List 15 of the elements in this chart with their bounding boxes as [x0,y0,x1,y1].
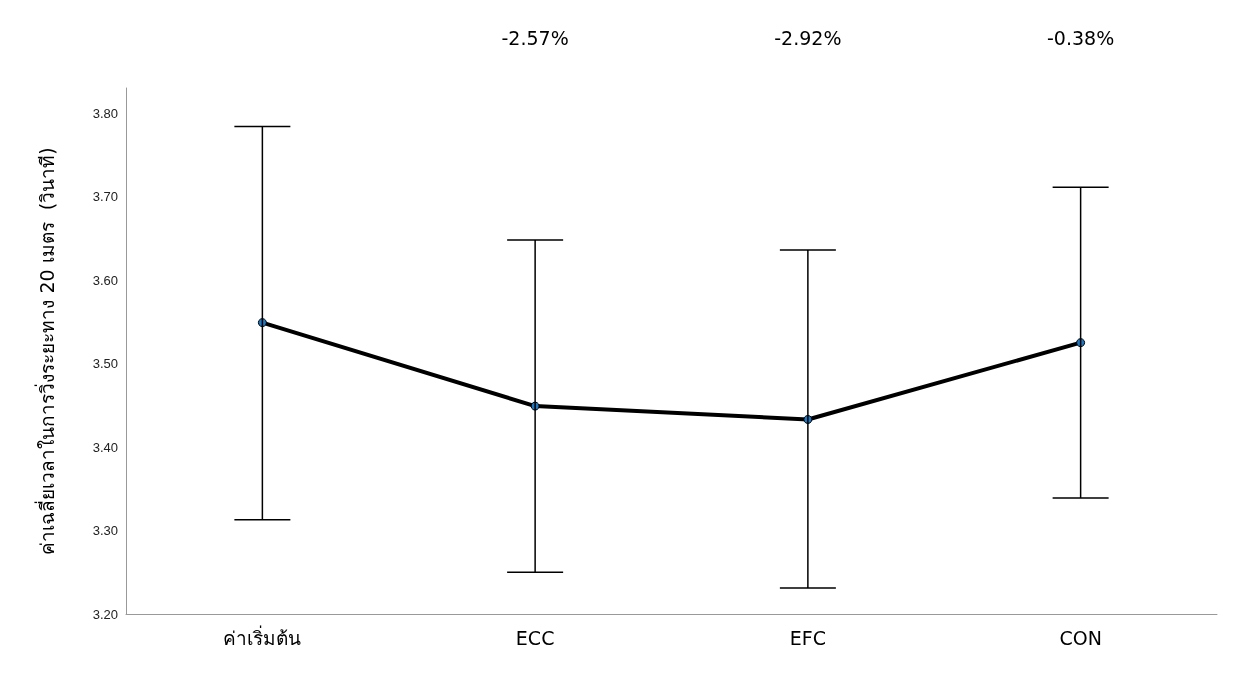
x-tick-label: ค่าเริ่มต้น [223,624,302,649]
y-tick-label: 3.50 [92,356,118,372]
y-axis-title: ค่าเฉลี่ยเวลาในการวิ่งระยะทาง 20 เมตร (วินาที) [33,147,58,555]
y-tick-label: 3.30 [92,523,118,539]
x-tick-label: CON [1059,626,1102,649]
y-tick-label: 3.80 [92,105,118,121]
y-tick-label: 3.70 [92,189,118,205]
text: -2.92% [774,27,842,49]
y-tick-label: 3.40 [92,439,118,455]
y-tick-label: 3.60 [92,272,118,288]
text: -0.38% [1047,27,1115,49]
x-tick-label: ECC [515,626,555,649]
x-tick-label: EFC [789,626,826,649]
y-tick-label: 3.20 [92,606,118,622]
text: -2.57% [501,27,569,49]
